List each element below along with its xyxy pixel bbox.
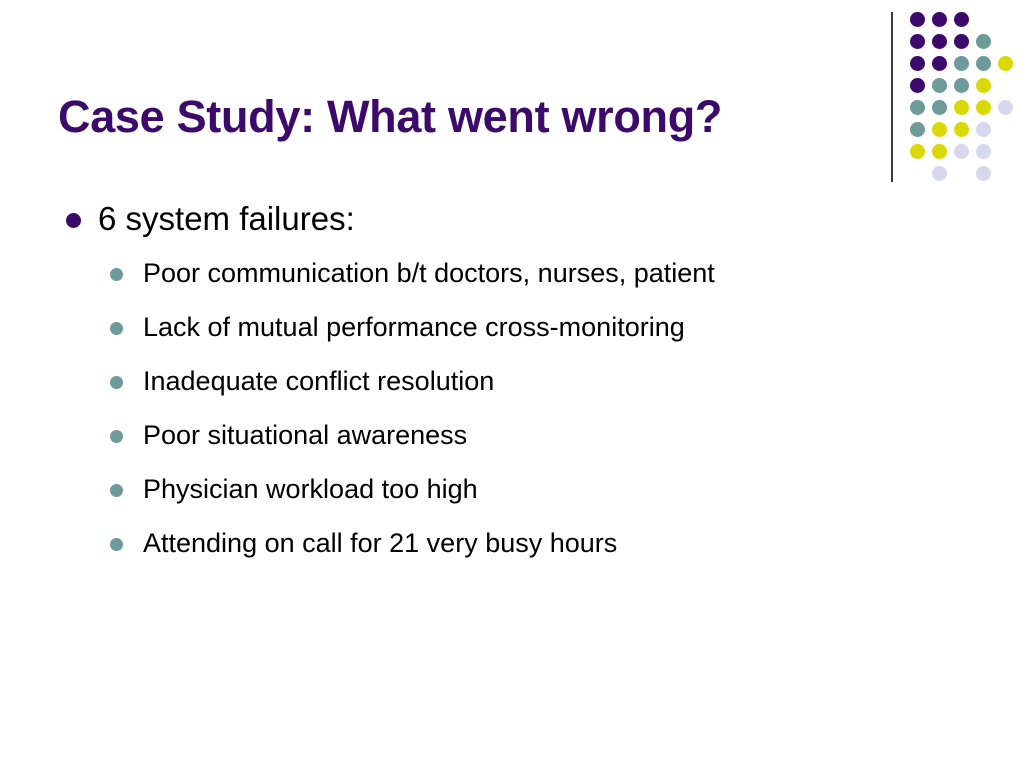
deco-dot-yellow xyxy=(910,144,925,159)
bullet-level2-label: Inadequate conflict resolution xyxy=(143,366,495,396)
deco-dot-lavender xyxy=(976,122,991,137)
bullet-level2-item: Poor communication b/t doctors, nurses, … xyxy=(0,253,1024,307)
deco-dot-yellow xyxy=(976,100,991,115)
bullet-level2-item: Attending on call for 21 very busy hours xyxy=(0,523,1024,577)
deco-dot-teal xyxy=(954,56,969,71)
bullet-dot-level2-icon xyxy=(110,322,123,335)
bullet-dot-level2-icon xyxy=(110,268,123,281)
bullet-dot-level2-icon xyxy=(110,376,123,389)
bullet-level2-label: Poor situational awareness xyxy=(143,420,468,450)
deco-dot-purple xyxy=(910,78,925,93)
deco-dot-purple xyxy=(932,34,947,49)
deco-dot-purple xyxy=(954,12,969,27)
deco-dot-yellow xyxy=(954,100,969,115)
deco-dot-lavender xyxy=(976,166,991,181)
bullet-level2-label: Physician workload too high xyxy=(143,474,478,504)
bullet-dot-level2-icon xyxy=(110,430,123,443)
deco-dot-teal xyxy=(976,34,991,49)
bullet-level2-item: Lack of mutual performance cross-monitor… xyxy=(0,307,1024,361)
deco-dot-purple xyxy=(932,12,947,27)
deco-dot-lavender xyxy=(976,144,991,159)
deco-dot-purple xyxy=(910,56,925,71)
bullet-level1-heading: 6 system failures: xyxy=(0,196,1024,244)
dot-grid xyxy=(910,12,1024,192)
deco-dot-yellow xyxy=(932,144,947,159)
deco-dot-yellow xyxy=(998,56,1013,71)
deco-dot-yellow xyxy=(954,122,969,137)
deco-dot-teal xyxy=(954,78,969,93)
bullet-level2-item: Inadequate conflict resolution xyxy=(0,361,1024,415)
bullet-level2-label: Attending on call for 21 very busy hours xyxy=(143,528,618,558)
deco-dot-teal xyxy=(910,100,925,115)
deco-dot-teal xyxy=(932,78,947,93)
bullet-dot-level2-icon xyxy=(110,538,123,551)
page-title: Case Study: What went wrong? xyxy=(58,91,723,142)
deco-dot-lavender xyxy=(932,166,947,181)
bullet-level1-label: 6 system failures: xyxy=(98,200,355,237)
dot-grid-motif xyxy=(880,0,1024,195)
bullet-level2-item: Poor situational awareness xyxy=(0,415,1024,469)
bullet-level2-label: Lack of mutual performance cross-monitor… xyxy=(143,312,685,342)
deco-dot-purple xyxy=(954,34,969,49)
bullet-level2-list: Poor communication b/t doctors, nurses, … xyxy=(0,253,1024,577)
deco-dot-teal xyxy=(932,100,947,115)
deco-dot-yellow xyxy=(932,122,947,137)
deco-dot-lavender xyxy=(954,144,969,159)
bullet-dot-level2-icon xyxy=(110,484,123,497)
vertical-divider-line xyxy=(891,12,893,182)
deco-dot-lavender xyxy=(998,100,1013,115)
deco-dot-teal xyxy=(976,56,991,71)
deco-dot-purple xyxy=(932,56,947,71)
deco-dot-purple xyxy=(910,34,925,49)
deco-dot-yellow xyxy=(976,78,991,93)
slide-body: 6 system failures: Poor communication b/… xyxy=(0,196,1024,577)
bullet-level2-label: Poor communication b/t doctors, nurses, … xyxy=(143,258,715,288)
bullet-level2-item: Physician workload too high xyxy=(0,469,1024,523)
bullet-dot-level1-icon xyxy=(66,213,81,228)
deco-dot-teal xyxy=(910,122,925,137)
deco-dot-purple xyxy=(910,12,925,27)
